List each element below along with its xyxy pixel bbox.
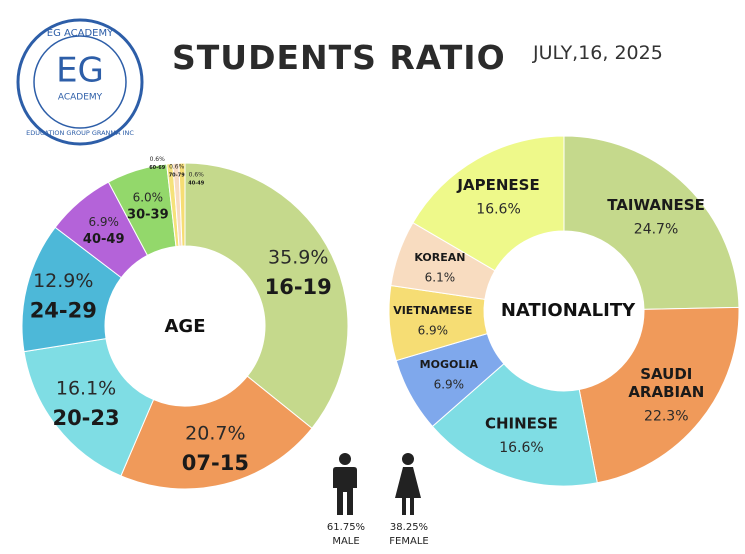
nationality-slice-0 [563,135,740,310]
age-value-label-1: 20.7% [185,422,245,444]
age-value-label-2: 16.1% [56,378,116,400]
age-category-label-1: 07-15 [182,451,249,475]
age-value-label-7: 0.6% [169,164,185,171]
nationality-center-label: NATIONALITY [500,300,636,321]
male-icon [333,453,357,515]
nationality-value-label-2: 16.6% [499,440,543,456]
age-value-label-5: 6.0% [133,191,164,205]
date-label: JULY,16, 2025 [533,42,663,64]
nationality-value-label-0: 24.7% [634,222,678,238]
female-percent: 38.25% [389,522,429,533]
age-value-label-0: 35.9% [268,246,328,268]
logo-inner-ring [33,35,127,129]
nationality-value-label-1: 22.3% [644,409,688,425]
age-category-label-4: 40-49 [83,232,125,247]
age-category-label-2: 20-23 [52,406,119,430]
nationality-slice-2 [431,363,598,487]
age-value-label-4: 6.9% [88,215,119,229]
age-slice-1 [120,375,313,490]
logo-letters: EG [56,51,104,91]
nationality-category-label-1-1: ARABIAN [628,383,704,401]
nationality-value-label-4: 6.9% [418,323,449,337]
logo-top-text: EG ACADEMY [47,28,114,39]
nationality-value-label-3: 6.9% [434,377,465,391]
age-slice-8 [178,162,186,247]
male-percent: 61.75% [326,522,366,533]
nationality-category-label-6: JAPENESE [456,176,539,194]
male-label: MALE [332,536,360,547]
age-slice-0 [184,162,349,429]
nationality-category-label-4: VIETNAMESE [393,304,472,317]
nationality-category-label-2: CHINESE [485,414,558,432]
nationality-slice-6 [412,135,565,272]
logo-sub-text: ACADEMY [58,93,103,103]
age-category-label-3: 24-29 [30,298,97,322]
age-category-label-6: 60-69 [149,165,166,171]
nationality-category-label-3: MOGOLIA [420,358,479,371]
age-category-label-8: 40-49 [188,181,205,187]
female-label: FEMALE [389,536,429,547]
nationality-value-label-5: 6.1% [425,270,456,284]
nationality-category-label-0: TAIWANESE [607,196,705,214]
age-category-label-0: 16-19 [265,275,332,299]
female-icon [395,453,421,515]
nationality-category-label-5: KOREAN [414,251,465,264]
age-value-label-8: 0.6% [189,172,205,179]
page-title: STUDENTS RATIO [172,38,506,77]
age-value-label-6: 0.6% [150,156,166,163]
nationality-value-label-6: 16.6% [476,201,520,217]
age-center-label: AGE [164,316,206,337]
age-value-label-3: 12.9% [33,270,93,292]
nationality-category-label-1: SAUDI [640,365,692,383]
logo-ring-text: EDUCATION GROUP GRANMA INC [26,129,134,137]
age-slice-2 [23,338,155,477]
nationality-slice-1 [578,306,740,484]
age-category-label-7: 70-79 [169,173,186,179]
age-category-label-5: 30-39 [127,208,169,223]
